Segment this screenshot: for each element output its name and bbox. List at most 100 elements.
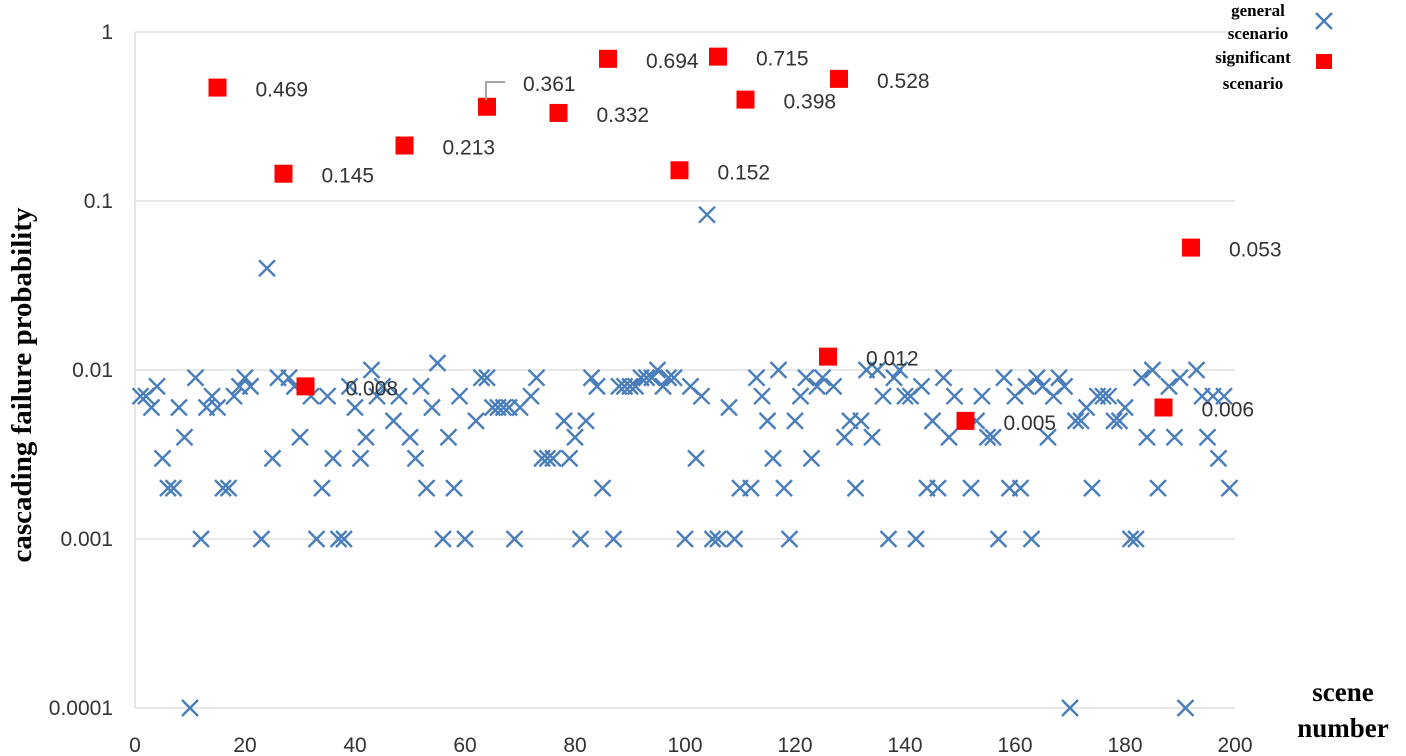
general-scenario-point: [153, 449, 172, 468]
general-scenario-point: [907, 530, 925, 548]
general-scenario-point: [1050, 368, 1068, 387]
general-scenario-point: [808, 377, 826, 396]
general-scenario-point: [1143, 361, 1162, 379]
general-scenario-point: [1127, 530, 1145, 548]
y-tick-label: 0.01: [72, 359, 113, 382]
general-scenario-point: [412, 377, 430, 396]
general-scenario-point: [989, 530, 1008, 548]
general-scenario-point: [1209, 449, 1228, 468]
general-scenario-point: [1165, 428, 1184, 447]
general-scenario-point: [340, 377, 359, 396]
general-scenario-point: [241, 377, 260, 396]
significant-scenario-point: [296, 377, 315, 396]
legend-label-general-line2: scenario: [1228, 24, 1288, 43]
general-scenario-point: [1149, 479, 1167, 497]
general-scenario-point: [934, 368, 953, 387]
general-scenario-point: [181, 699, 199, 717]
general-scenario-point: [478, 368, 496, 387]
general-scenario-series: [131, 205, 1239, 717]
legend-label-significant-line1: significant: [1215, 48, 1291, 67]
general-scenario-point: [621, 377, 639, 396]
general-scenario-point: [456, 530, 474, 548]
general-scenario-point: [1132, 368, 1151, 387]
general-scenario-point: [868, 361, 887, 379]
general-scenario-point: [874, 387, 892, 406]
general-scenario-point: [1055, 377, 1074, 396]
general-scenario-point: [252, 530, 271, 548]
general-scenario-point: [434, 530, 452, 548]
x-tick-label: 80: [563, 734, 586, 756]
data-label: 0.469: [256, 79, 309, 102]
data-label: 0.694: [646, 50, 699, 73]
general-scenario-point: [758, 412, 777, 430]
data-label: 0.332: [597, 104, 650, 127]
x-tick-label: 140: [887, 734, 922, 756]
general-scenario-point: [940, 428, 958, 447]
general-scenario-point: [1017, 377, 1035, 396]
general-scenario-point: [692, 387, 711, 406]
legend-label-significant-line2: scenario: [1223, 74, 1283, 93]
general-scenario-point: [225, 387, 243, 406]
general-scenario-point: [973, 387, 991, 406]
general-scenario-point: [604, 530, 623, 548]
data-label: 0.012: [866, 348, 919, 371]
general-scenario-point: [742, 479, 760, 497]
general-scenario-point: [236, 368, 254, 387]
general-scenario-point: [1039, 428, 1057, 447]
general-scenario-point: [725, 530, 744, 548]
general-scenario-point: [648, 361, 667, 379]
general-scenario-point: [467, 412, 485, 430]
general-scenario-point: [329, 530, 348, 548]
data-label-leader-line: [485, 81, 505, 100]
general-scenario-point: [879, 530, 898, 548]
general-scenario-point: [555, 412, 573, 430]
general-scenario-point: [1215, 387, 1233, 406]
general-scenario-point: [566, 428, 584, 447]
general-scenario-point: [654, 377, 672, 396]
general-scenario-point: [1099, 387, 1118, 406]
significant-scenario-point: [709, 47, 727, 66]
general-scenario-point: [307, 530, 326, 548]
general-scenario-point: [703, 530, 722, 548]
general-scenario-point: [450, 387, 469, 406]
general-scenario-point: [764, 449, 782, 468]
general-scenario-point: [912, 377, 931, 396]
general-scenario-point: [1138, 428, 1156, 447]
general-scenario-point: [588, 377, 606, 396]
general-scenario-point: [373, 377, 392, 396]
data-label: 0.715: [756, 48, 809, 71]
general-scenario-point: [522, 387, 540, 406]
general-scenario-point: [258, 259, 276, 278]
x-axis-ticks: 0 20 40 60 80 100 120 140 160 180 200: [129, 734, 1252, 756]
general-scenario-point: [1105, 412, 1123, 430]
general-scenario-point: [164, 479, 183, 497]
y-tick-label: 0.001: [60, 528, 113, 551]
x-axis-title-line2: number: [1297, 713, 1389, 743]
general-scenario-point: [698, 205, 716, 224]
data-label: 0.213: [443, 137, 496, 160]
general-scenario-point: [1083, 479, 1101, 497]
general-scenario-point: [362, 361, 381, 379]
data-label: 0.053: [1229, 239, 1282, 262]
general-scenario-point: [406, 449, 425, 468]
general-scenario-point: [219, 479, 238, 497]
general-scenario-point: [142, 398, 161, 417]
general-scenario-point: [984, 428, 1002, 447]
general-scenario-point: [885, 368, 903, 387]
significant-scenario-point: [549, 103, 568, 122]
x-tick-label: 0: [129, 734, 141, 756]
general-scenario-point: [995, 368, 1013, 387]
general-scenario-point: [324, 449, 342, 468]
general-scenario-point: [1220, 479, 1239, 497]
general-scenario-point: [318, 387, 337, 406]
general-scenario-point: [1116, 398, 1134, 417]
y-tick-label: 0.0001: [49, 697, 113, 720]
general-scenario-point: [802, 449, 821, 468]
legend-x-marker: [1315, 12, 1333, 30]
general-scenario-point: [472, 368, 491, 387]
significant-scenario-point: [478, 97, 496, 116]
general-scenario-point: [720, 398, 738, 417]
significant-scenario-point: [670, 161, 689, 180]
significant-scenario-point: [1154, 398, 1173, 417]
